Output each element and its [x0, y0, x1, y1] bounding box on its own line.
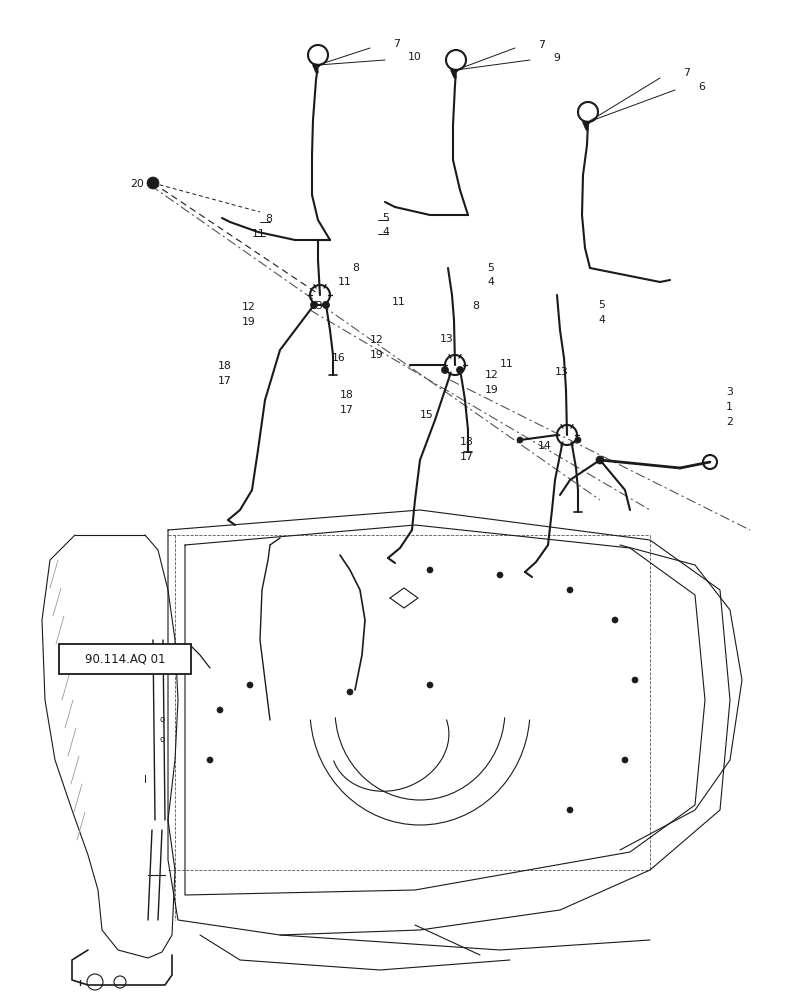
- Circle shape: [517, 437, 523, 443]
- Circle shape: [441, 366, 448, 373]
- Circle shape: [497, 572, 503, 578]
- Text: 17: 17: [218, 376, 232, 386]
- Text: 7: 7: [393, 39, 400, 49]
- Circle shape: [427, 682, 433, 688]
- Text: 1: 1: [726, 402, 733, 412]
- Text: 18: 18: [218, 361, 232, 371]
- Text: 5: 5: [487, 263, 494, 273]
- Circle shape: [147, 177, 159, 189]
- Circle shape: [596, 456, 604, 464]
- Circle shape: [622, 757, 628, 763]
- Text: 18: 18: [460, 437, 473, 447]
- Circle shape: [632, 677, 638, 683]
- Text: 5: 5: [598, 300, 605, 310]
- Circle shape: [575, 437, 581, 443]
- Circle shape: [247, 682, 253, 688]
- Text: 90.114.AQ 01: 90.114.AQ 01: [85, 652, 166, 666]
- Circle shape: [207, 757, 213, 763]
- Circle shape: [310, 302, 318, 308]
- Text: 19: 19: [242, 317, 256, 327]
- Circle shape: [567, 587, 573, 593]
- Text: 3: 3: [726, 387, 733, 397]
- Circle shape: [322, 302, 330, 308]
- Text: 17: 17: [460, 452, 473, 462]
- Text: 8: 8: [472, 301, 479, 311]
- Text: 16: 16: [332, 353, 346, 363]
- Text: 11: 11: [252, 229, 266, 239]
- Text: 13: 13: [310, 301, 324, 311]
- Circle shape: [347, 689, 353, 695]
- Text: 17: 17: [340, 405, 354, 415]
- Text: 4: 4: [487, 277, 494, 287]
- Text: 11: 11: [392, 297, 406, 307]
- Text: 9: 9: [553, 53, 560, 63]
- Text: 12: 12: [485, 370, 499, 380]
- Circle shape: [612, 617, 618, 623]
- Text: 15: 15: [420, 410, 434, 420]
- Text: 4: 4: [598, 315, 605, 325]
- Text: 18: 18: [340, 390, 354, 400]
- Text: 12: 12: [242, 302, 256, 312]
- Text: 7: 7: [538, 40, 545, 50]
- Circle shape: [567, 807, 573, 813]
- Text: 8: 8: [265, 214, 271, 224]
- Text: o: o: [159, 736, 165, 744]
- Text: o: o: [159, 716, 165, 724]
- Text: 13: 13: [440, 334, 454, 344]
- Text: 11: 11: [338, 277, 351, 287]
- Text: 11: 11: [500, 359, 514, 369]
- Circle shape: [427, 567, 433, 573]
- Text: 19: 19: [370, 350, 384, 360]
- Text: 5: 5: [382, 213, 389, 223]
- Text: 13: 13: [555, 367, 569, 377]
- Text: 2: 2: [726, 417, 733, 427]
- Text: 10: 10: [408, 52, 422, 62]
- Text: 14: 14: [538, 441, 552, 451]
- Text: 7: 7: [683, 68, 690, 78]
- Text: 20: 20: [130, 179, 144, 189]
- Text: 8: 8: [352, 263, 359, 273]
- Circle shape: [217, 707, 223, 713]
- Text: 4: 4: [382, 227, 389, 237]
- Text: 6: 6: [698, 82, 705, 92]
- Text: I: I: [144, 775, 146, 785]
- Circle shape: [457, 366, 464, 373]
- Text: 12: 12: [370, 335, 384, 345]
- FancyBboxPatch shape: [59, 644, 191, 674]
- Text: 19: 19: [485, 385, 499, 395]
